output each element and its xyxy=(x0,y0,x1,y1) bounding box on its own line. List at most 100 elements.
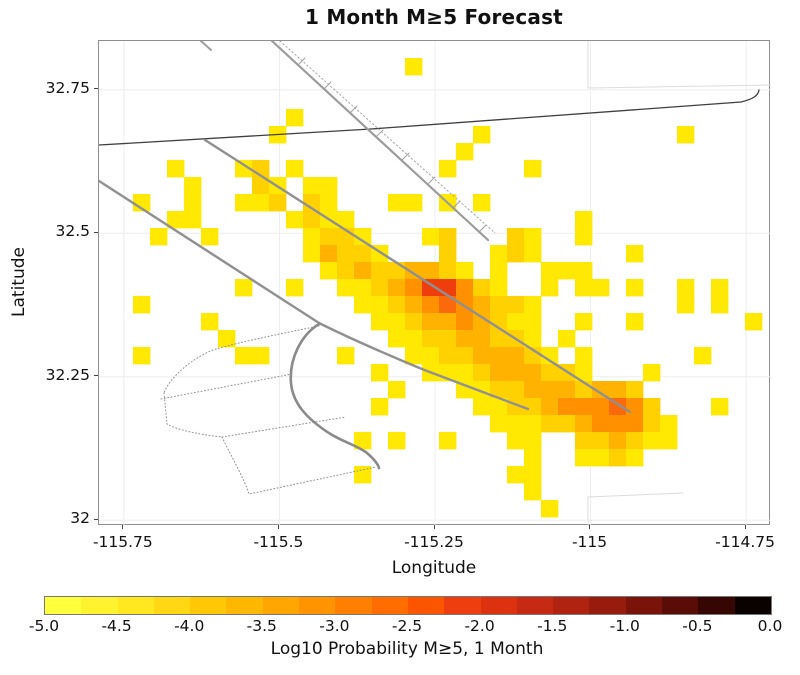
forecast-cell xyxy=(354,296,372,314)
forecast-cell xyxy=(422,279,440,297)
forecast-cell xyxy=(643,398,661,416)
forecast-cell xyxy=(422,347,440,365)
forecast-cell xyxy=(626,381,644,399)
forecast-cell xyxy=(184,194,202,212)
forecast-cell xyxy=(626,398,644,416)
forecast-cell xyxy=(711,279,729,297)
forecast-cell xyxy=(286,109,304,127)
forecast-cell xyxy=(354,432,372,450)
forecast-cell xyxy=(320,194,338,212)
colorbar-tick-label: -4.5 xyxy=(101,617,132,635)
forecast-cell xyxy=(507,296,525,314)
x-tick-mark xyxy=(433,525,435,529)
forecast-cell xyxy=(388,381,406,399)
canal-tie xyxy=(401,152,410,161)
canal-main-line xyxy=(270,41,490,242)
forecast-cell xyxy=(456,262,474,280)
forecast-cell xyxy=(405,58,423,76)
forecast-cell xyxy=(490,364,508,382)
colorbar-label: Log10 Probability M≥5, 1 Month xyxy=(270,639,544,659)
forecast-cell xyxy=(541,347,559,365)
colorbar-segment xyxy=(589,597,626,614)
forecast-cell xyxy=(439,296,457,314)
forecast-cell xyxy=(541,262,559,280)
forecast-cell xyxy=(456,143,474,161)
forecast-cell xyxy=(354,466,372,484)
forecast-cell xyxy=(371,279,389,297)
canal-tie xyxy=(478,224,487,233)
colorbar-segment xyxy=(45,597,82,614)
forecast-cell xyxy=(473,296,491,314)
forecast-cell xyxy=(388,194,406,212)
forecast-cell xyxy=(609,415,627,433)
forecast-cell xyxy=(558,398,576,416)
forecast-cell xyxy=(524,296,542,314)
forecast-cell xyxy=(320,245,338,263)
forecast-cell xyxy=(167,160,185,178)
colorbar-segment xyxy=(299,597,336,614)
colorbar-tick-label: 0.0 xyxy=(757,617,783,635)
forecast-cell xyxy=(303,211,321,229)
forecast-cell xyxy=(473,126,491,144)
forecast-cell xyxy=(524,483,542,501)
forecast-cell xyxy=(490,245,508,263)
forecast-cell xyxy=(405,194,423,212)
forecast-cell xyxy=(473,347,491,365)
colorbar xyxy=(44,596,772,615)
y-tick-mark xyxy=(94,231,98,233)
forecast-cell xyxy=(388,262,406,280)
forecast-cell xyxy=(660,415,678,433)
forecast-cell xyxy=(592,398,610,416)
dotted-boundary-bottom xyxy=(221,436,377,495)
colorbar-segment xyxy=(407,597,445,614)
forecast-cell xyxy=(184,211,202,229)
forecast-cell xyxy=(643,415,661,433)
x-tick-mark xyxy=(277,525,279,529)
colorbar-tick-label: -4.0 xyxy=(174,617,205,635)
forecast-cell xyxy=(660,432,678,450)
forecast-cell xyxy=(150,228,168,246)
forecast-cell xyxy=(473,330,491,348)
colorbar-segment xyxy=(153,597,191,614)
forecast-cell xyxy=(388,279,406,297)
forecast-cell xyxy=(337,347,355,365)
forecast-cell xyxy=(541,381,559,399)
forecast-cell xyxy=(235,347,253,365)
forecast-cell xyxy=(269,194,287,212)
forecast-cell xyxy=(592,415,610,433)
forecast-cell xyxy=(456,279,474,297)
region-edge-top xyxy=(587,41,771,89)
forecast-cell xyxy=(201,228,219,246)
forecast-cell xyxy=(252,177,270,195)
forecast-cell xyxy=(303,228,321,246)
canal-tie xyxy=(323,81,332,90)
forecast-cell xyxy=(507,364,525,382)
forecast-cell xyxy=(405,279,423,297)
colorbar-tick-label: -3.5 xyxy=(246,617,277,635)
forecast-cell xyxy=(456,381,474,399)
forecast-cell xyxy=(235,160,253,178)
forecast-cell xyxy=(286,211,304,229)
forecast-cell xyxy=(337,262,355,280)
x-axis-label: Longitude xyxy=(391,558,477,578)
forecast-cell xyxy=(337,245,355,263)
forecast-cell xyxy=(541,500,559,518)
x-tick-mark xyxy=(122,525,124,529)
forecast-cell xyxy=(456,364,474,382)
forecast-cell xyxy=(592,432,610,450)
forecast-cell xyxy=(694,347,712,365)
forecast-cell xyxy=(439,347,457,365)
forecast-cell xyxy=(575,211,593,229)
forecast-cell xyxy=(507,313,525,331)
y-axis-label: Latitude xyxy=(9,247,29,317)
y-tick-label: 32.75 xyxy=(45,78,90,97)
colorbar-segment xyxy=(117,597,154,614)
forecast-cell xyxy=(711,296,729,314)
forecast-cell xyxy=(252,194,270,212)
x-tick-mark xyxy=(589,525,591,529)
forecast-cell xyxy=(354,262,372,280)
forecast-cell xyxy=(575,279,593,297)
colorbar-tick-label: -1.0 xyxy=(609,617,640,635)
y-tick-mark xyxy=(94,88,98,90)
forecast-cell xyxy=(524,381,542,399)
